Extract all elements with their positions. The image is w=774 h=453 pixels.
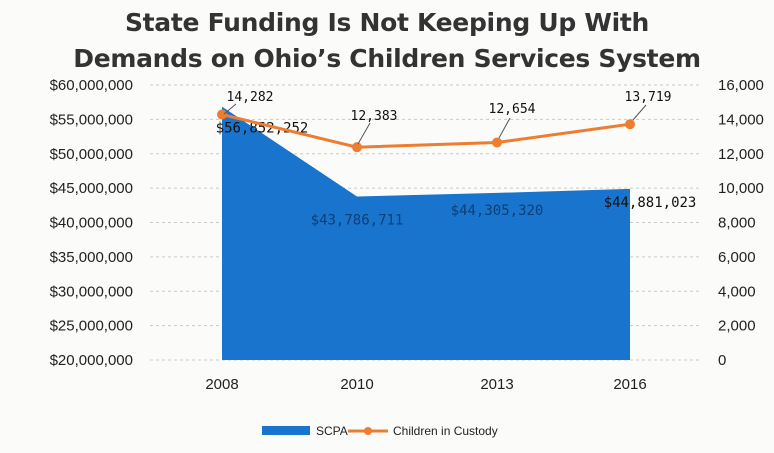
y-right-tick-label: 4,000 bbox=[718, 283, 756, 300]
chart-title-line-1: State Funding Is Not Keeping Up With bbox=[124, 8, 650, 37]
scpa-area bbox=[222, 106, 630, 360]
y-left-tick-label: $35,000,000 bbox=[50, 249, 133, 266]
custody-data-label: 13,719 bbox=[625, 90, 672, 105]
y-right-tick-label: 14,000 bbox=[718, 111, 764, 128]
legend-scpa-label: SCPA bbox=[316, 424, 348, 438]
custody-line bbox=[221, 113, 631, 149]
custody-point bbox=[492, 137, 502, 148]
y-left-tick-label: $55,000,000 bbox=[50, 111, 133, 128]
legend-custody-label: Children in Custody bbox=[393, 424, 498, 438]
y-left-tick-label: $60,000,000 bbox=[50, 77, 133, 94]
custody-data-label: 12,383 bbox=[351, 109, 398, 124]
custody-point bbox=[352, 142, 362, 153]
y-right-tick-label: 8,000 bbox=[718, 215, 756, 232]
y-right-tick-label: 6,000 bbox=[718, 249, 756, 266]
y-right-tick-label: 16,000 bbox=[718, 77, 764, 94]
chart-title-line-2: Demands on Ohio’s Children Services Syst… bbox=[73, 44, 701, 73]
x-tick-label: 2016 bbox=[613, 376, 646, 393]
legend-scpa-swatch bbox=[262, 426, 310, 435]
custody-data-label: 14,282 bbox=[227, 90, 274, 105]
x-tick-label: 2010 bbox=[340, 376, 373, 393]
y-right-tick-label: 10,000 bbox=[718, 180, 764, 197]
custody-leader-line bbox=[498, 117, 511, 139]
scpa-data-label: $56,852,252 bbox=[216, 121, 309, 137]
legend-custody-marker bbox=[364, 427, 372, 435]
x-tick-label: 2013 bbox=[480, 376, 513, 393]
custody-leader-line bbox=[632, 104, 647, 121]
custody-data-label: 12,654 bbox=[489, 102, 536, 117]
custody-point bbox=[625, 119, 635, 130]
y-left-tick-label: $20,000,000 bbox=[50, 352, 133, 369]
scpa-data-label: $43,786,711 bbox=[311, 212, 404, 228]
scpa-data-label: $44,881,023 bbox=[604, 195, 697, 211]
y-right-tick-label: 12,000 bbox=[718, 146, 764, 163]
y-right-tick-label: 0 bbox=[718, 352, 726, 369]
custody-leader-line bbox=[223, 103, 237, 115]
custody-point bbox=[217, 109, 227, 120]
custody-leader-line bbox=[357, 122, 371, 145]
y-left-tick-label: $40,000,000 bbox=[50, 215, 133, 232]
y-left-tick-label: $45,000,000 bbox=[50, 180, 133, 197]
y-right-tick-label: 2,000 bbox=[718, 318, 756, 335]
scpa-data-label: $44,305,320 bbox=[451, 203, 544, 219]
y-left-tick-label: $25,000,000 bbox=[50, 318, 133, 335]
y-left-tick-label: $30,000,000 bbox=[50, 283, 133, 300]
y-left-tick-label: $50,000,000 bbox=[50, 146, 133, 163]
x-tick-label: 2008 bbox=[205, 376, 238, 393]
